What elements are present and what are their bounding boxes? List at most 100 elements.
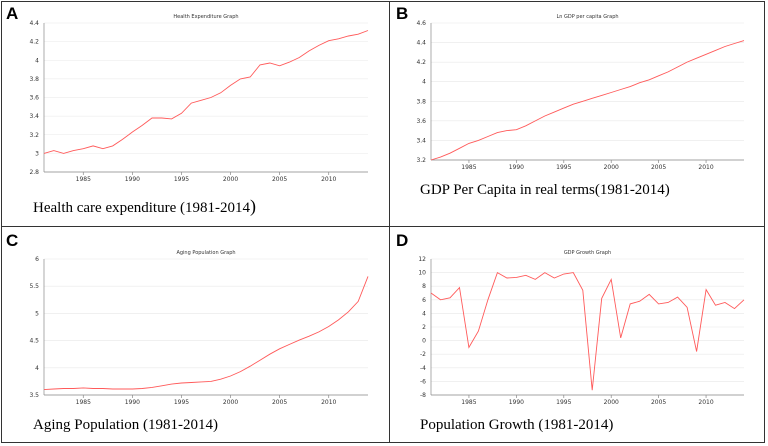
caption-a-tail: ) bbox=[250, 196, 256, 216]
y-tick-label: -6 bbox=[420, 378, 426, 385]
y-tick-label: 10 bbox=[418, 270, 426, 277]
data-point bbox=[658, 303, 659, 304]
vertical-divider bbox=[389, 1, 390, 443]
data-point bbox=[430, 292, 431, 293]
data-point bbox=[563, 273, 564, 274]
data-point bbox=[734, 308, 735, 309]
y-tick-label: 3.8 bbox=[29, 76, 39, 83]
x-tick-label: 1985 bbox=[461, 164, 476, 171]
x-tick-label: 1995 bbox=[174, 176, 189, 183]
y-tick-label: 4.2 bbox=[416, 59, 426, 66]
x-tick-label: 2000 bbox=[604, 399, 619, 406]
x-tick-label: 1990 bbox=[509, 399, 524, 406]
caption-d: Population Growth (1981-2014) bbox=[420, 417, 614, 433]
x-tick-label: 2000 bbox=[223, 399, 238, 406]
panel-label-d: D bbox=[396, 231, 409, 250]
data-point bbox=[724, 302, 725, 303]
data-point bbox=[468, 347, 469, 348]
health-expenditure-chart: 2.8 3 3.2 3.4 3.6 3.8 4 4.2 4.4 1985 1990 1995 2000 2… bbox=[29, 14, 369, 183]
x-tick-label: 1985 bbox=[461, 399, 476, 406]
x-tick-label: 1990 bbox=[509, 164, 524, 171]
data-point bbox=[630, 303, 631, 304]
chart-title: Health Expenditure Graph bbox=[173, 14, 238, 20]
y-tick-label: 8 bbox=[422, 283, 426, 290]
y-tick-label: 12 bbox=[418, 256, 426, 263]
data-point bbox=[535, 279, 536, 280]
x-tick-label: 1995 bbox=[556, 164, 571, 171]
caption-b: GDP Per Capita in real terms(1981-2014) bbox=[420, 182, 670, 198]
y-tick-label: 6 bbox=[35, 256, 39, 263]
panel-label-b: B bbox=[396, 4, 409, 23]
y-tick-label: 3.2 bbox=[29, 132, 39, 139]
x-tick-label: 2010 bbox=[698, 399, 713, 406]
data-point bbox=[715, 305, 716, 306]
y-tick-label: 4 bbox=[35, 57, 39, 64]
x-tick-label: 2005 bbox=[651, 164, 666, 171]
x-tick-label: 1995 bbox=[174, 399, 189, 406]
data-point bbox=[639, 301, 640, 302]
data-point bbox=[705, 289, 706, 290]
caption-a-main: Health care expenditure (1981-2014 bbox=[33, 200, 250, 216]
x-tick-label: 1995 bbox=[556, 399, 571, 406]
y-tick-label: 4.5 bbox=[29, 338, 39, 345]
x-tick-label: 1985 bbox=[76, 399, 91, 406]
y-tick-label: -4 bbox=[420, 365, 426, 372]
x-tick-label: 2010 bbox=[698, 164, 713, 171]
series-line bbox=[430, 271, 745, 391]
y-tick-label: 3.6 bbox=[416, 118, 426, 125]
data-point bbox=[668, 302, 669, 303]
x-tick-label: 2000 bbox=[223, 176, 238, 183]
data-point bbox=[516, 277, 517, 278]
data-point bbox=[487, 299, 488, 300]
x-tick-label: 2010 bbox=[321, 399, 336, 406]
data-point bbox=[440, 299, 441, 300]
y-tick-label: 3.6 bbox=[29, 95, 39, 102]
data-point bbox=[525, 275, 526, 276]
data-point bbox=[459, 287, 460, 288]
x-tick-label: 2010 bbox=[321, 176, 336, 183]
y-tick-label: 4 bbox=[422, 310, 426, 317]
caption-c: Aging Population (1981-2014) bbox=[33, 417, 218, 433]
y-tick-label: 3.8 bbox=[416, 98, 426, 105]
y-tick-label: 4.2 bbox=[29, 39, 39, 46]
y-tick-label: -8 bbox=[420, 392, 426, 399]
x-tick-label: 1985 bbox=[76, 176, 91, 183]
y-tick-label: 2.8 bbox=[29, 169, 39, 176]
gdp-per-capita-chart: 3.2 3.4 3.6 3.8 4 4.2 4.4 4.6 1985 1990 1995 2000 20… bbox=[416, 14, 745, 171]
data-point bbox=[611, 279, 612, 280]
x-tick-label: 2005 bbox=[272, 176, 287, 183]
data-point bbox=[686, 307, 687, 308]
panel-label-a: A bbox=[6, 4, 19, 23]
y-tick-label: 0 bbox=[422, 338, 426, 345]
y-tick-label: -2 bbox=[420, 351, 426, 358]
y-tick-label: 3.5 bbox=[29, 392, 39, 399]
chart-title: GDP Growth Graph bbox=[564, 250, 611, 256]
y-tick-label: 5 bbox=[35, 310, 39, 317]
y-tick-label: 4.4 bbox=[29, 20, 39, 27]
y-tick-label: 4.4 bbox=[416, 40, 426, 47]
x-tick-label: 2005 bbox=[651, 399, 666, 406]
series-line bbox=[43, 276, 369, 391]
x-tick-label: 2005 bbox=[272, 399, 287, 406]
x-tick-label: 1990 bbox=[125, 399, 140, 406]
data-point bbox=[620, 337, 621, 338]
series-line bbox=[43, 30, 369, 154]
data-point bbox=[696, 351, 697, 352]
data-point bbox=[649, 294, 650, 295]
y-tick-label: 3 bbox=[35, 150, 39, 157]
y-tick-label: 4 bbox=[35, 365, 39, 372]
y-tick-label: 4.6 bbox=[416, 20, 426, 27]
y-tick-label: 6 bbox=[422, 297, 426, 304]
chart-title: Aging Population Graph bbox=[176, 250, 235, 256]
y-tick-label: 3.2 bbox=[416, 157, 426, 164]
horizontal-divider bbox=[1, 226, 765, 227]
caption-a: Health care expenditure (1981-2014) bbox=[33, 196, 256, 217]
data-point bbox=[601, 298, 602, 299]
data-point bbox=[677, 296, 678, 297]
y-tick-label: 5.5 bbox=[29, 283, 39, 290]
data-point bbox=[506, 277, 507, 278]
chart-title: Ln GDP per capita Graph bbox=[556, 14, 618, 20]
data-point bbox=[544, 272, 545, 273]
